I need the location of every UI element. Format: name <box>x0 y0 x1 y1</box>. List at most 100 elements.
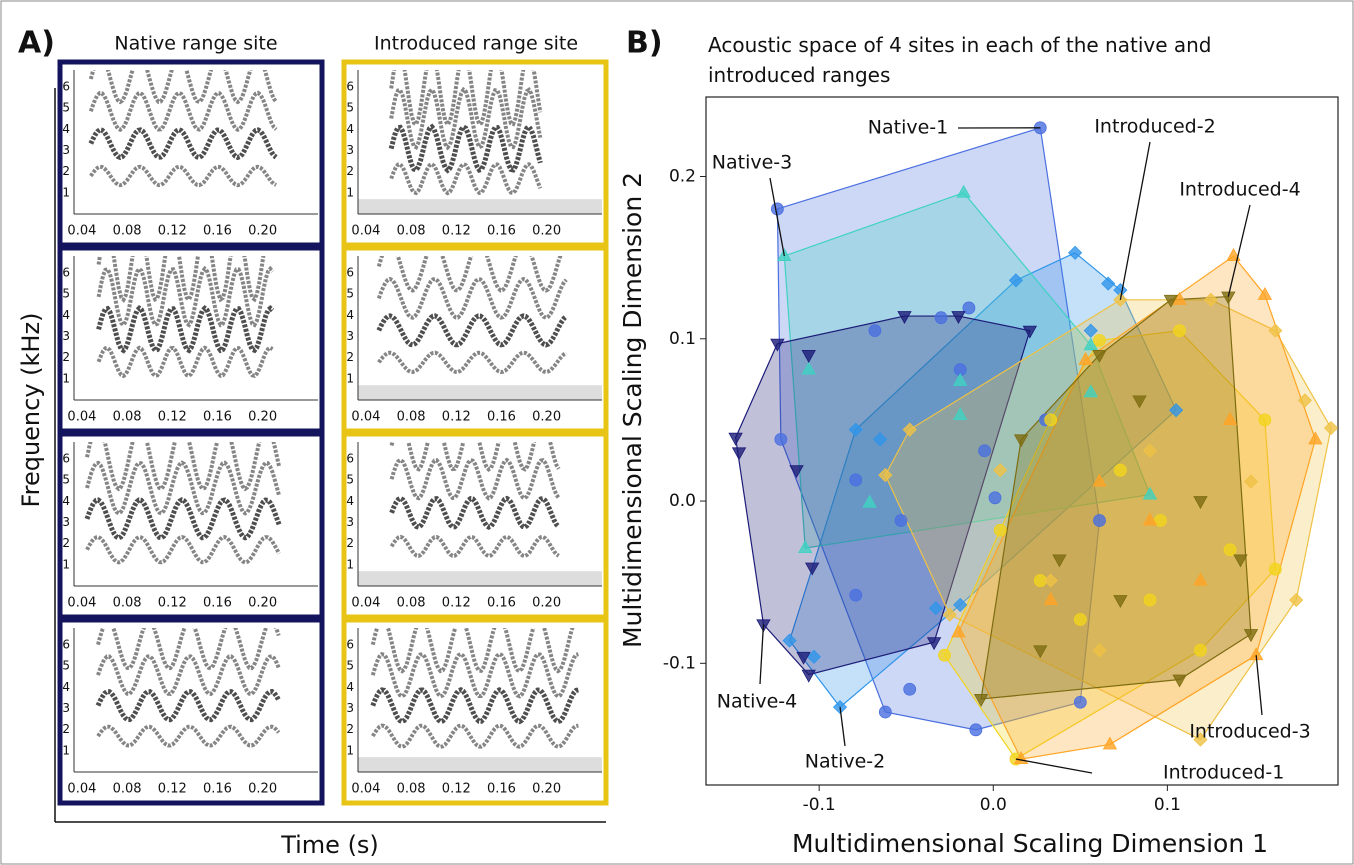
x-tick-label: 0.04 <box>351 224 380 239</box>
x-tick-label: 0.04 <box>67 596 96 611</box>
harmonic <box>85 442 282 492</box>
column-title: Native range site <box>114 33 277 55</box>
y-tick-label: 3 <box>62 143 70 157</box>
point <box>993 463 1008 478</box>
site-frame <box>341 617 609 806</box>
point <box>1022 325 1038 339</box>
point <box>951 624 966 638</box>
x-tick-label: 0.20 <box>532 782 561 797</box>
x-tick-label: 0.12 <box>442 596 471 611</box>
x-tick-label: 0.08 <box>397 596 426 611</box>
y-axis-label: Multidimensional Scaling Dimension 2 <box>618 172 647 648</box>
y-tick-label: 2 <box>62 722 70 736</box>
noise-band <box>358 385 602 400</box>
point <box>862 494 877 508</box>
point <box>1223 543 1237 557</box>
y-tick-label: 2 <box>62 350 70 364</box>
y-tick-label: 3 <box>346 143 354 157</box>
leader-line <box>839 707 846 747</box>
point <box>1243 474 1259 489</box>
point <box>1233 554 1248 568</box>
harmonic <box>389 534 560 559</box>
spectrogram-traces <box>95 628 281 748</box>
point <box>894 514 908 527</box>
point <box>1073 695 1087 709</box>
point <box>1044 413 1058 427</box>
point <box>928 601 943 616</box>
y-tick-label: 6 <box>346 265 354 279</box>
series-label: Native-4 <box>717 691 797 713</box>
x-tick-label: 0.12 <box>158 410 187 425</box>
y-tick-label: 1 <box>346 557 354 571</box>
y-tick-label: 4 <box>346 680 354 694</box>
point <box>926 637 942 651</box>
point <box>973 694 989 707</box>
spectrogram-traces <box>358 256 602 400</box>
y-tick-label: 2 <box>346 164 354 178</box>
series-label: Introduced-1 <box>1163 762 1284 784</box>
point <box>806 649 822 664</box>
hull <box>783 192 1151 549</box>
spectrogram <box>96 256 275 379</box>
point <box>1083 384 1098 398</box>
point <box>1193 496 1208 510</box>
y-tick-label: 4 <box>62 122 70 136</box>
point <box>1013 434 1029 448</box>
panel-label: A) <box>18 26 55 61</box>
spectrogram <box>358 70 602 214</box>
leader-line <box>1119 141 1151 300</box>
y-tick-label: 5 <box>346 659 354 673</box>
x-tick-label: 0.16 <box>487 410 516 425</box>
x-tick-label: 0.20 <box>248 782 277 797</box>
y-tick-label: 5 <box>62 287 70 301</box>
y-axis-label: Frequency (kHz) <box>17 313 45 508</box>
series-label: Introduced-3 <box>1189 721 1310 743</box>
point <box>1308 431 1323 445</box>
chart-title: Acoustic space of 4 sites in each of the… <box>708 33 1212 87</box>
harmonic <box>96 724 281 748</box>
point <box>969 723 983 737</box>
spectrogram <box>84 442 282 565</box>
point <box>805 562 820 576</box>
point <box>1143 593 1157 607</box>
point <box>731 447 747 461</box>
x-tick-label: 0.1 <box>1154 795 1181 815</box>
x-tick-label: 0.08 <box>113 782 142 797</box>
point <box>1193 732 1208 747</box>
y-tick-label: 6 <box>62 79 70 93</box>
x-tick-label: 0.08 <box>113 596 142 611</box>
point <box>1163 294 1179 308</box>
y-tick-label: 5 <box>346 101 354 115</box>
y-tick-label: 3 <box>346 329 354 343</box>
y-tick-label: 3 <box>62 329 70 343</box>
point <box>1093 514 1106 527</box>
point <box>993 523 1007 537</box>
point <box>988 491 1002 505</box>
x-tick-label: 0.16 <box>487 782 516 797</box>
point <box>1033 645 1048 659</box>
column-title: Introduced range site <box>374 33 578 55</box>
y-tick-label: 1 <box>62 557 70 571</box>
y-tick-label: 6 <box>346 451 354 465</box>
spectrogram-traces <box>358 628 602 772</box>
point <box>728 432 743 446</box>
x-tick-label: 0.20 <box>248 410 277 425</box>
x-tick-label: 0.04 <box>351 410 380 425</box>
x-tick-label: 0.04 <box>67 224 96 239</box>
plot-frame <box>705 96 1339 786</box>
point <box>789 465 804 479</box>
harmonic <box>377 350 568 375</box>
series-label: Introduced-4 <box>1179 179 1300 201</box>
x-tick-label: 0.20 <box>532 596 561 611</box>
y-tick-label: 3 <box>62 515 70 529</box>
x-tick-label: 0.20 <box>532 410 561 425</box>
harmonic <box>88 127 278 161</box>
point <box>1132 395 1147 409</box>
harmonic <box>85 535 281 565</box>
x-tick-label: 0.04 <box>67 410 96 425</box>
point <box>962 301 976 315</box>
x-tick-label: 0.16 <box>203 782 232 797</box>
point <box>848 422 863 437</box>
harmonic <box>96 256 266 303</box>
hull <box>943 330 1276 760</box>
